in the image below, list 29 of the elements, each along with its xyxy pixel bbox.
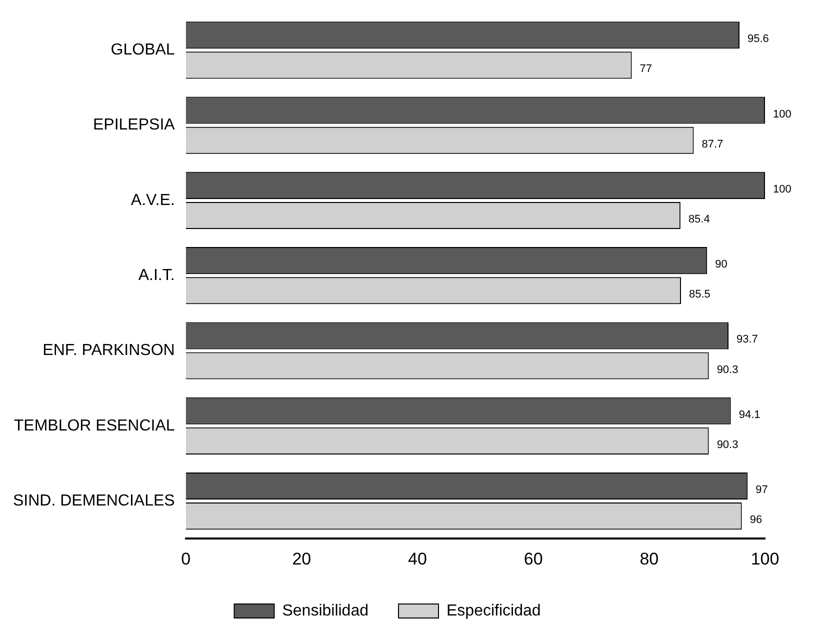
data-label: 85.4 (688, 214, 710, 226)
data-label: 100 (773, 183, 792, 196)
x-tick-label: 0 (181, 549, 191, 568)
legend-label: Sensibilidad (282, 602, 369, 620)
data-label: 94.1 (738, 408, 760, 421)
x-tick-label: 100 (750, 549, 780, 568)
data-label: 100 (773, 108, 792, 120)
data-label: 96 (750, 514, 762, 526)
data-label: 93.7 (736, 334, 758, 346)
x-tick-label: 20 (292, 549, 312, 568)
x-tick-label: 60 (524, 549, 543, 568)
data-label: 90.3 (716, 438, 738, 451)
data-label: 77 (640, 63, 652, 76)
data-label: 95.6 (748, 33, 769, 46)
data-label: 90 (715, 258, 728, 271)
x-tick-label: 40 (408, 549, 427, 568)
y-tick-label: A.V.E. (130, 192, 175, 209)
x-tick-label: 80 (640, 549, 659, 568)
data-label: 87.7 (702, 138, 724, 150)
data-label: 97 (756, 484, 768, 496)
y-tick-label: EPILEPSIA (92, 116, 176, 134)
y-tick-label: A.I.T. (138, 267, 175, 284)
y-tick-label: TEMBLOR ESENCIAL (14, 417, 175, 434)
y-tick-label: ENF. PARKINSON (42, 342, 175, 360)
y-tick-label: SIND. DEMENCIALES (13, 492, 175, 510)
y-tick-label: GLOBAL (110, 42, 175, 59)
data-label: 90.3 (716, 364, 738, 376)
legend-label: Especificidad (446, 602, 541, 620)
data-label: 85.5 (689, 288, 710, 301)
